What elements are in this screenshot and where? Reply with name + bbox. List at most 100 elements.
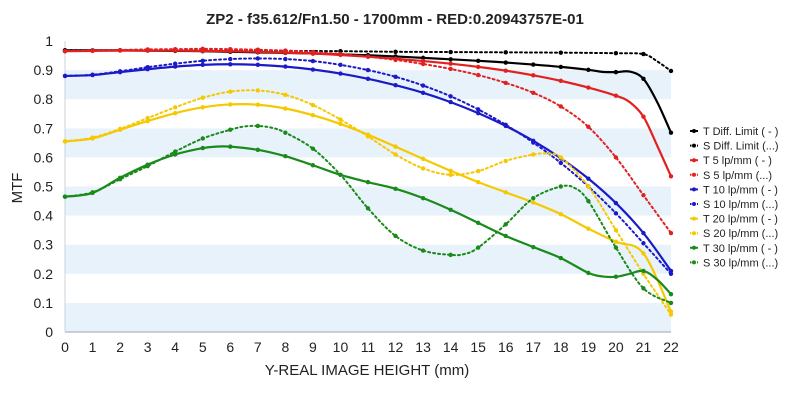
y-tick-label: 0.8 [34, 91, 54, 107]
series-point [586, 124, 591, 130]
series-point [62, 73, 68, 79]
series-point [475, 107, 481, 112]
series-point [475, 64, 481, 70]
series-point [668, 291, 674, 297]
legend-entry: T 10 lp/mm ( - ) [703, 184, 778, 196]
series-point [531, 244, 536, 250]
x-tick-label: 20 [608, 339, 624, 355]
grid-band [65, 215, 671, 245]
legend-entry: S 30 lp/mm (...) [703, 257, 778, 269]
series-point [255, 62, 261, 68]
series-point [393, 186, 398, 192]
x-tick-label: 11 [361, 339, 376, 355]
series-point [641, 114, 646, 119]
series-point [503, 190, 508, 195]
series-point [668, 130, 674, 135]
series-point [586, 67, 591, 73]
series-point [200, 105, 205, 110]
x-tick-label: 5 [199, 339, 207, 355]
series-point [448, 49, 453, 55]
x-tick-label: 14 [443, 339, 459, 355]
series-point [172, 110, 178, 116]
legend-marker [692, 143, 696, 148]
series-point [448, 57, 453, 62]
legend-entry: T 20 lp/mm ( - ) [703, 214, 778, 226]
series-point [641, 193, 646, 198]
series-point [255, 123, 261, 129]
series-point [613, 200, 619, 206]
series-point [283, 106, 288, 111]
grid-band [65, 244, 671, 274]
series-point [90, 190, 95, 195]
legend-marker [692, 231, 696, 236]
series-point [448, 66, 453, 72]
series-point [448, 94, 453, 99]
legend: T Diff. Limit ( - ) S Diff. Limit (...) T … [690, 126, 779, 269]
series-point [172, 149, 178, 154]
series-point [310, 113, 316, 118]
series-point [613, 239, 619, 244]
series-point [641, 230, 646, 236]
series-point [338, 121, 343, 127]
series-point [310, 163, 316, 168]
series-point [503, 158, 508, 164]
series-point [475, 220, 481, 226]
x-tick-label: 18 [553, 339, 569, 355]
series-point [613, 51, 619, 56]
series-point [586, 176, 591, 181]
series-point [145, 115, 150, 121]
series-line-7 [64, 89, 672, 316]
series-point [475, 179, 481, 185]
legend-marker [692, 158, 696, 163]
series-point [641, 268, 646, 274]
series-point [420, 55, 426, 61]
series-point [255, 88, 261, 93]
y-tick-labels: 0 0.1 0.2 0.3 0.4 0.5 0.6 0.7 0.8 0.9 1 [34, 33, 54, 340]
series-point [503, 50, 508, 55]
y-tick-label: 0.5 [34, 179, 54, 195]
grid-band [65, 70, 671, 100]
series-point [475, 72, 481, 78]
series-point [531, 152, 536, 157]
series-point [393, 144, 398, 149]
series-point [200, 95, 205, 100]
series-point [200, 145, 205, 151]
series-point [90, 48, 95, 53]
x-tick-label: 22 [663, 339, 679, 355]
series-point [668, 68, 674, 74]
series-point [448, 61, 453, 66]
series-point [393, 83, 398, 88]
grid-band [65, 186, 671, 216]
legend-marker [692, 129, 696, 133]
series-point [503, 122, 508, 128]
y-tick-label: 0.3 [34, 237, 54, 253]
x-tick-label: 8 [281, 339, 289, 355]
series-point [338, 71, 343, 76]
series-point [365, 54, 371, 59]
y-tick-label: 0.9 [34, 62, 54, 78]
series-point [420, 166, 426, 171]
series-point [558, 211, 564, 217]
series-point [338, 51, 343, 57]
series-point [228, 127, 233, 132]
series-point [338, 172, 343, 178]
x-axis-label: Y-REAL IMAGE HEIGHT (mm) [265, 362, 469, 379]
x-tick-labels: 0 1 2 3 4 5 6 7 8 9 10 11 12 13 14 15 16 17 18 19 20 21 22 [61, 339, 679, 355]
series-point [283, 48, 288, 53]
series-point [448, 252, 453, 258]
series-point [338, 117, 343, 122]
series-point [228, 102, 233, 107]
legend-entry: T Diff. Limit ( - ) [703, 126, 778, 138]
series-point [586, 184, 591, 189]
series-point [117, 47, 123, 53]
x-tick-label: 17 [525, 339, 541, 355]
series-point [641, 76, 646, 82]
series-point [448, 207, 453, 212]
series-point [365, 179, 371, 185]
series-point [613, 245, 619, 250]
x-tick-label: 19 [581, 339, 597, 355]
series-point [228, 89, 233, 94]
series-point [558, 155, 564, 160]
series-point [475, 58, 481, 63]
series-point [310, 67, 316, 72]
